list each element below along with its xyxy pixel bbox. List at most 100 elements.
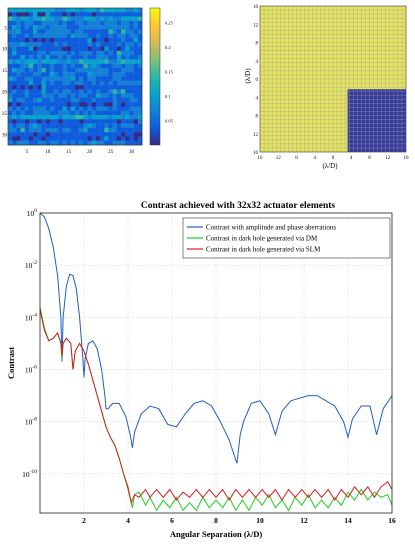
heatmap-cell — [95, 8, 101, 13]
heatmap-cell — [33, 115, 38, 120]
heatmap-cell — [58, 93, 63, 99]
heatmap-cell — [20, 25, 25, 30]
heatmap-cell — [33, 123, 38, 129]
heatmap-cell — [8, 93, 13, 99]
heatmap-cell — [79, 55, 84, 60]
heatmap-cell — [24, 33, 30, 39]
heatmap-cell — [100, 127, 105, 133]
heatmap-cell — [8, 63, 13, 69]
heatmap-cell — [75, 106, 80, 111]
heatmap-cell — [20, 80, 25, 86]
heatmap-cell — [104, 42, 109, 47]
heatmap-cell — [8, 140, 13, 146]
heatmap-cell — [37, 97, 42, 103]
heatmap-cell — [54, 93, 59, 99]
heatmap-y-ticks: 5 10 15 20 25 30 — [2, 26, 8, 138]
heatmap-cell — [37, 127, 42, 133]
heatmap-cell — [28, 25, 34, 30]
heatmap-cell — [75, 25, 80, 30]
heatmap-cell — [20, 63, 25, 69]
heatmap-cell — [125, 67, 130, 73]
dark-hole-y-tick: 16 — [253, 151, 259, 156]
heatmap-cell — [62, 33, 67, 39]
heatmap-cell — [58, 50, 63, 56]
heatmap-cell — [133, 93, 139, 99]
heatmap-cell — [100, 89, 105, 94]
heatmap-cell — [83, 29, 88, 34]
heatmap-cell — [116, 42, 122, 47]
heatmap-cell — [125, 80, 130, 86]
heatmap-cell — [33, 33, 38, 39]
heatmap-cell — [58, 123, 63, 129]
heatmap-cell — [33, 97, 38, 103]
heatmap-cell — [83, 20, 88, 26]
heatmap-y-tick: 25 — [2, 112, 8, 117]
heatmap-cell — [83, 55, 88, 60]
heatmap-cell — [133, 33, 139, 39]
heatmap-cell — [41, 106, 46, 111]
heatmap-cell — [83, 119, 88, 124]
heatmap-cell — [104, 20, 109, 26]
heatmap-cell — [104, 132, 109, 137]
heatmap-cell — [75, 119, 80, 124]
heatmap-cell — [91, 115, 97, 120]
heatmap-cell — [33, 93, 38, 99]
heatmap-cell — [83, 46, 88, 52]
heatmap-cell — [129, 67, 134, 73]
heatmap-cell — [75, 76, 80, 81]
dark-hole-y-tick: 16 — [253, 5, 259, 10]
heatmap-cell — [133, 140, 139, 146]
heatmap-cell — [12, 136, 17, 141]
heatmap-cell — [108, 110, 113, 116]
heatmap-cell — [79, 72, 84, 77]
heatmap-cell — [129, 80, 134, 86]
heatmap-cell — [112, 93, 118, 99]
heatmap-cell — [87, 33, 92, 39]
heatmap-cell — [129, 102, 134, 107]
heatmap-cell — [133, 119, 139, 124]
heatmap-cell — [70, 46, 76, 52]
heatmap-cell — [54, 119, 59, 124]
heatmap-cell — [104, 85, 109, 90]
heatmap-cell — [125, 89, 130, 94]
heatmap-cell — [58, 25, 63, 30]
heatmap-cell — [108, 80, 113, 86]
heatmap-cell — [28, 80, 34, 86]
heatmap-cell — [49, 55, 55, 60]
heatmap-cell — [28, 8, 34, 13]
heatmap-cell — [108, 102, 113, 107]
heatmap-cell — [37, 110, 42, 116]
heatmap-x-tick: 10 — [45, 150, 51, 155]
heatmap-cell — [75, 12, 80, 17]
heatmap-y-tick: 20 — [2, 90, 8, 95]
heatmap-cell — [49, 80, 55, 86]
heatmap-cell — [62, 132, 67, 137]
heatmap-cell — [83, 63, 88, 69]
heatmap-cell — [83, 72, 88, 77]
heatmap-cell — [79, 80, 84, 86]
heatmap-cell — [100, 25, 105, 30]
heatmap-cell — [125, 46, 130, 52]
heatmap-cell — [24, 115, 30, 120]
heatmap-cell — [28, 136, 34, 141]
heatmap-cell — [108, 59, 113, 64]
heatmap-cell — [58, 67, 63, 73]
heatmap-cell — [108, 25, 113, 30]
heatmap-cell — [95, 136, 101, 141]
chart-x-tick: 8 — [214, 516, 218, 525]
heatmap-cell — [12, 42, 17, 47]
heatmap-cell — [104, 140, 109, 146]
heatmap-cell — [104, 136, 109, 141]
heatmap-cell — [121, 67, 126, 73]
heatmap-cell — [28, 72, 34, 77]
heatmap-cell — [133, 110, 139, 116]
heatmap-cell — [8, 136, 13, 141]
heatmap-cell — [70, 136, 76, 141]
heatmap-cell — [133, 8, 139, 13]
heatmap-cell — [41, 46, 46, 52]
heatmap-cell — [8, 76, 13, 81]
heatmap-cell — [87, 16, 92, 22]
heatmap-cell — [70, 119, 76, 124]
heatmap-cell — [70, 59, 76, 64]
